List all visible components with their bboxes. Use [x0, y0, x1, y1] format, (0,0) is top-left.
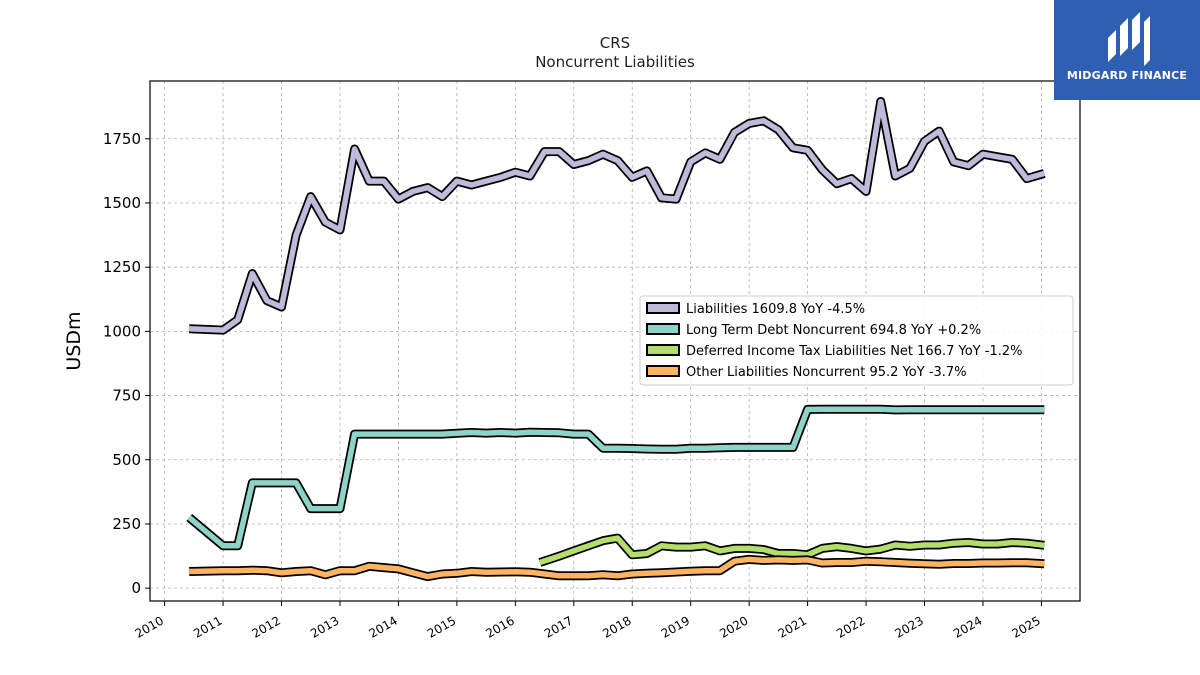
x-tick-label: 2020 — [717, 613, 750, 640]
legend-swatch-1 — [646, 323, 680, 335]
plot-frame — [149, 80, 1081, 602]
x-tick-label: 2010 — [133, 613, 166, 640]
legend-swatch-3 — [646, 365, 680, 377]
x-tick-label: 2024 — [951, 613, 984, 640]
chart-title: CRS — [600, 34, 630, 52]
chart-subtitle: Noncurrent Liabilities — [535, 53, 695, 71]
brand-name: MIDGARD FINANCE — [1066, 69, 1188, 82]
x-tick-label: 2016 — [483, 613, 516, 640]
legend-label-3: Other Liabilities Noncurrent 95.2 YoY -3… — [686, 365, 967, 380]
legend-label-2: Deferred Income Tax Liabilities Net 166.… — [686, 344, 1022, 359]
x-tick-label: 2013 — [308, 613, 341, 640]
x-tick-label: 2015 — [425, 613, 458, 640]
y-axis-label: USDm — [63, 311, 85, 370]
y-tick-label: 1250 — [103, 258, 141, 276]
legend-box — [639, 295, 1074, 386]
y-tick-label: 250 — [112, 515, 141, 533]
x-tick-label: 2012 — [250, 613, 283, 640]
y-tick-label: 0 — [131, 579, 141, 597]
series-line-0 — [189, 98, 1046, 333]
y-tick-label: 500 — [112, 451, 141, 469]
series-outline-1 — [186, 404, 1045, 551]
y-tick-label: 750 — [112, 387, 141, 405]
x-tick-label: 2025 — [1009, 613, 1042, 640]
x-tick-label: 2014 — [366, 613, 399, 640]
series-layer — [186, 97, 1046, 582]
x-tick-label: 2011 — [191, 613, 224, 640]
legend-swatch-2 — [646, 344, 680, 356]
y-tick-label: 1500 — [103, 194, 141, 212]
x-tick-label: 2018 — [600, 613, 633, 640]
x-tick-label: 2022 — [834, 613, 867, 640]
legend-label-1: Long Term Debt Noncurrent 694.8 YoY +0.2… — [686, 323, 981, 338]
brand-logo: MIDGARD FINANCE — [1054, 0, 1200, 100]
y-tick-label: 1000 — [103, 322, 141, 340]
x-tick-label: 2019 — [659, 613, 692, 640]
series-line-3 — [189, 556, 1045, 580]
y-tick-label: 1750 — [103, 130, 141, 148]
legend-label-0: Liabilities 1609.8 YoY -4.5% — [686, 302, 865, 317]
series-line-2 — [539, 535, 1045, 566]
x-tick-label: 2017 — [542, 613, 575, 640]
midgard-logo-icon — [1108, 12, 1150, 66]
x-tick-label: 2023 — [893, 613, 926, 640]
legend-swatch-0 — [646, 302, 680, 314]
x-tick-label: 2021 — [776, 613, 809, 640]
series-line-1 — [187, 406, 1045, 549]
legend: Liabilities 1609.8 YoY -4.5% Long Term De… — [639, 295, 1074, 386]
